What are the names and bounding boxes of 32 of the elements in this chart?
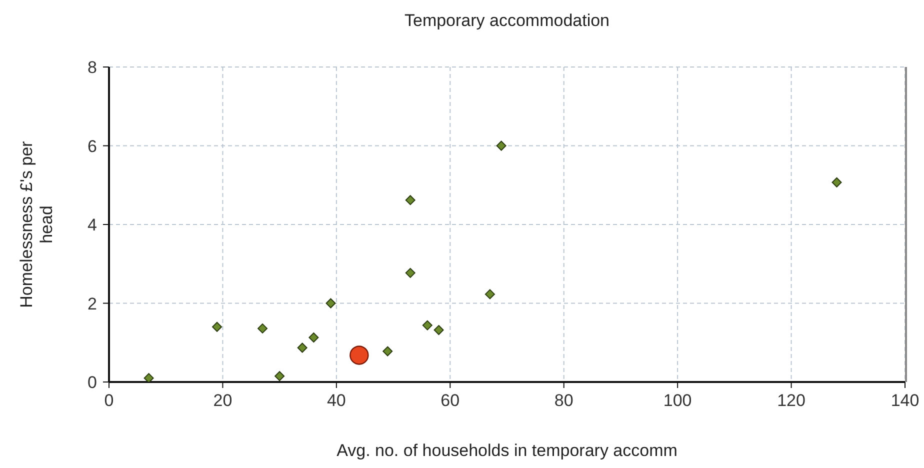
x-axis-title: Avg. no. of households in temporary accomm	[336, 441, 678, 460]
point	[405, 195, 416, 206]
point	[350, 346, 369, 365]
point	[405, 268, 416, 278]
x-tick-label: 120	[777, 391, 806, 410]
x-tick-label: 0	[104, 391, 114, 410]
x-tick-label: 40	[326, 391, 346, 410]
y-tick-label: 4	[88, 216, 97, 235]
point	[434, 325, 444, 336]
point	[297, 342, 308, 353]
point	[308, 332, 319, 343]
x-tick-label: 60	[440, 391, 460, 410]
y-tick-label: 0	[88, 373, 97, 392]
point	[484, 289, 495, 300]
point	[832, 177, 842, 188]
y-tick-label: 2	[88, 294, 97, 314]
chart-title: Temporary accommodation	[404, 11, 610, 30]
x-tick-label: 20	[213, 391, 232, 410]
point	[144, 373, 154, 382]
point	[382, 346, 393, 356]
point	[274, 371, 285, 382]
point	[326, 298, 336, 308]
point	[422, 320, 432, 330]
y-tick-label: 6	[88, 136, 97, 156]
point	[258, 323, 268, 334]
y-axis-title: Homelessness £'s per head	[17, 140, 56, 308]
point	[212, 322, 222, 332]
x-tick-label: 100	[663, 391, 692, 410]
y-tick-label: 8	[88, 58, 97, 78]
point	[496, 140, 506, 151]
x-tick-label: 140	[890, 391, 920, 410]
x-tick-label: 80	[554, 391, 574, 410]
